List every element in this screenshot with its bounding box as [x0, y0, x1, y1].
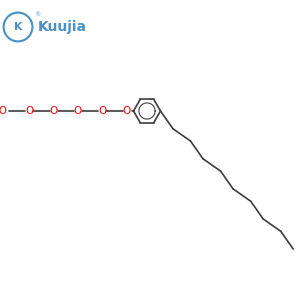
Text: O: O — [50, 106, 58, 116]
Text: Kuujia: Kuujia — [38, 20, 87, 34]
Text: O: O — [98, 106, 106, 116]
Text: K: K — [14, 22, 22, 32]
Text: HO: HO — [0, 106, 8, 116]
Text: O: O — [122, 106, 131, 116]
Text: O: O — [74, 106, 82, 116]
Text: O: O — [25, 106, 34, 116]
Text: ®: ® — [34, 13, 40, 17]
